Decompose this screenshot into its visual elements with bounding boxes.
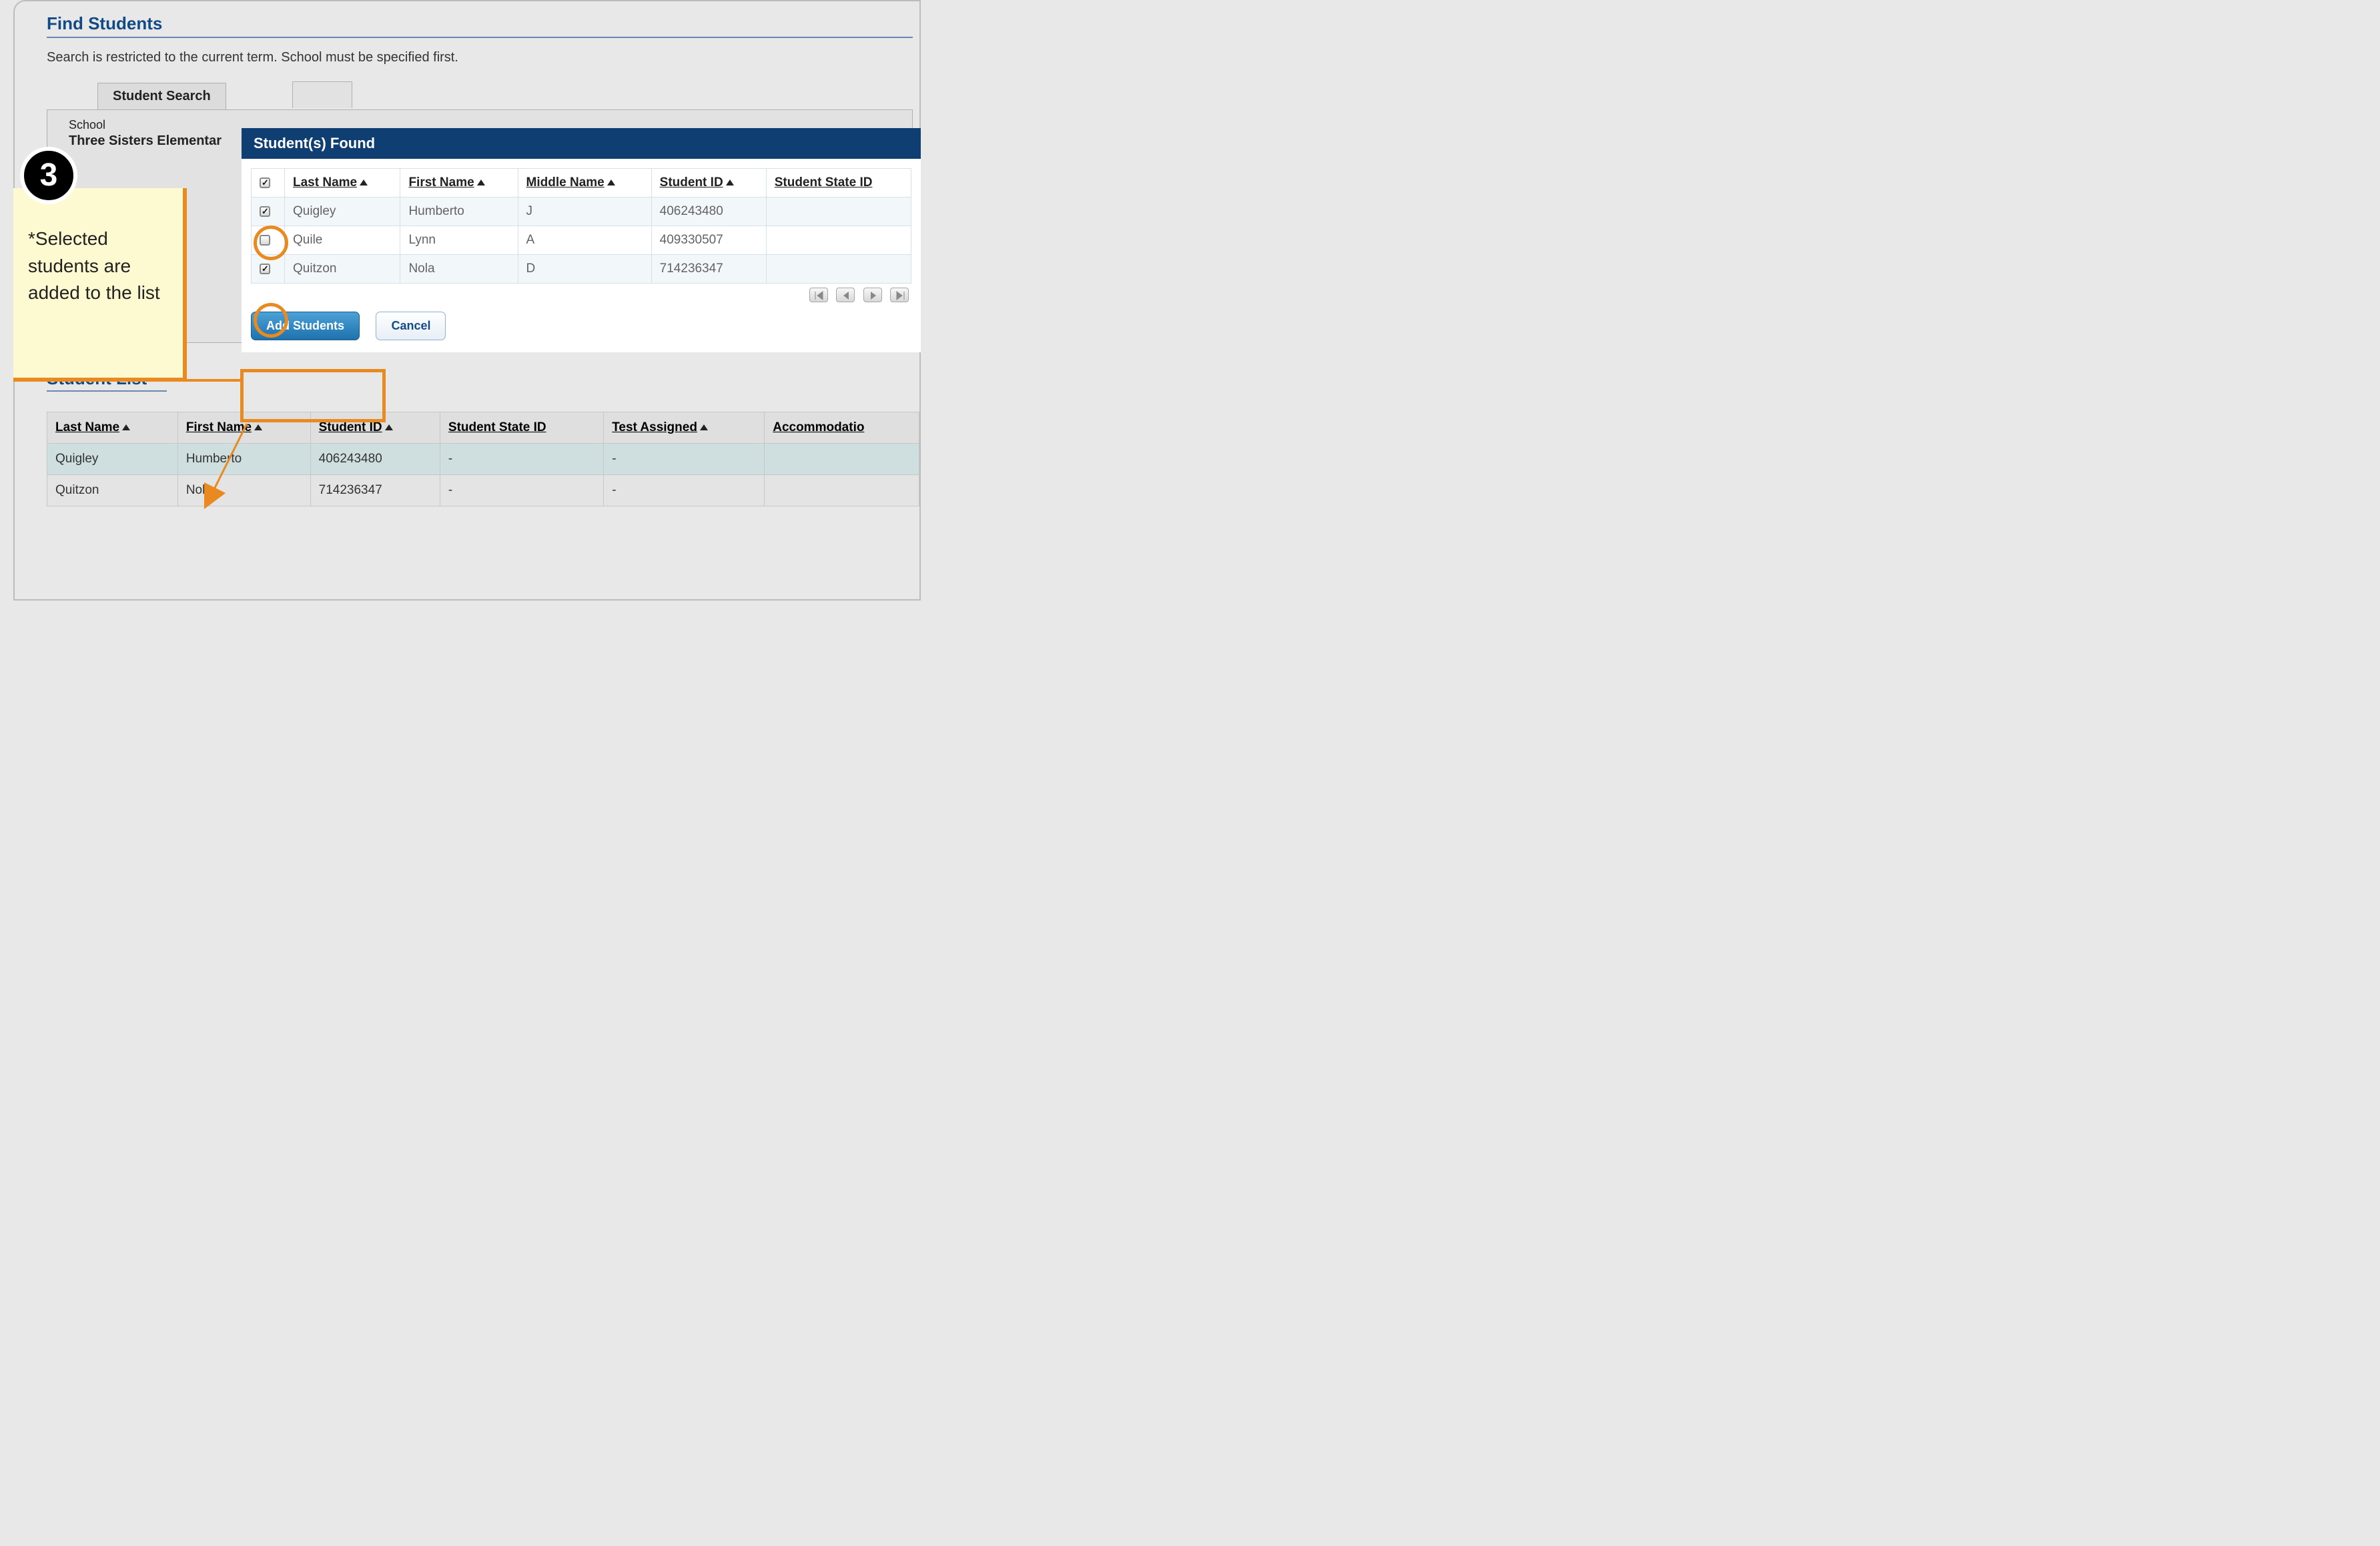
cell-id: 714236347 xyxy=(310,475,440,506)
cell-middle: A xyxy=(518,226,651,255)
row-checkbox[interactable] xyxy=(260,264,270,274)
cell-id: 409330507 xyxy=(651,226,766,255)
cancel-button[interactable]: Cancel xyxy=(376,312,446,340)
col-id[interactable]: Student ID xyxy=(651,169,766,198)
step-badge: 3 xyxy=(20,147,77,204)
sort-up-icon xyxy=(254,424,262,430)
find-students-title: Find Students xyxy=(47,13,913,38)
cell-accom xyxy=(765,444,919,475)
student-list-table: Last Name First Name Student ID Student … xyxy=(47,412,919,506)
row-checkbox[interactable] xyxy=(260,235,270,246)
cell-accom xyxy=(765,475,919,506)
cell-id: 714236347 xyxy=(651,255,766,284)
cell-last: Quitzon xyxy=(285,255,400,284)
cell-first: Lynn xyxy=(400,226,518,255)
cell-test: - xyxy=(604,475,765,506)
col-state[interactable]: Student State ID xyxy=(766,169,911,198)
result-row[interactable]: Quile Lynn A 409330507 xyxy=(252,226,911,255)
cell-state xyxy=(766,255,911,284)
cell-middle: J xyxy=(518,198,651,226)
pagination xyxy=(251,284,911,302)
list-col-test[interactable]: Test Assigned xyxy=(604,412,765,444)
sort-up-icon xyxy=(122,424,130,430)
page-next-button[interactable] xyxy=(863,288,882,302)
callout-box: *Selected students are added to the list xyxy=(13,188,187,382)
checkbox-icon[interactable] xyxy=(260,177,270,188)
search-instructions: Search is restricted to the current term… xyxy=(47,50,919,65)
list-col-last[interactable]: Last Name xyxy=(47,412,178,444)
cell-state: - xyxy=(440,444,603,475)
result-row[interactable]: Quigley Humberto J 406243480 xyxy=(252,198,911,226)
cell-state: - xyxy=(440,475,603,506)
col-middle[interactable]: Middle Name xyxy=(518,169,651,198)
cell-id: 406243480 xyxy=(651,198,766,226)
list-row[interactable]: Quigley Humberto 406243480 - - xyxy=(47,444,919,475)
col-last[interactable]: Last Name xyxy=(285,169,400,198)
cell-state xyxy=(766,226,911,255)
sort-up-icon xyxy=(700,424,708,430)
cell-last: Quigley xyxy=(285,198,400,226)
search-tabs: Student Search xyxy=(97,83,919,109)
cell-last: Quitzon xyxy=(47,475,178,506)
row-checkbox[interactable] xyxy=(260,206,270,217)
sort-up-icon xyxy=(726,179,734,185)
list-row[interactable]: Quitzon Nola 714236347 - - xyxy=(47,475,919,506)
cell-last: Quigley xyxy=(47,444,178,475)
list-col-state-id[interactable]: Student State ID xyxy=(440,412,603,444)
sort-up-icon xyxy=(385,424,393,430)
students-found-modal: Student(s) Found Last Name First Name Mi… xyxy=(242,128,921,352)
modal-title: Student(s) Found xyxy=(242,128,921,159)
modal-body: Last Name First Name Middle Name Student… xyxy=(242,159,921,308)
list-col-accom[interactable]: Accommodatio xyxy=(765,412,919,444)
results-table: Last Name First Name Middle Name Student… xyxy=(251,168,911,284)
tab-secondary[interactable] xyxy=(292,81,352,108)
sort-up-icon xyxy=(607,179,615,185)
result-row[interactable]: Quitzon Nola D 714236347 xyxy=(252,255,911,284)
callout-text: *Selected students are added to the list xyxy=(28,228,160,303)
page-prev-button[interactable] xyxy=(836,288,855,302)
cell-first: Nola xyxy=(177,475,310,506)
cell-state xyxy=(766,198,911,226)
select-all-header[interactable] xyxy=(252,169,285,198)
tab-student-search[interactable]: Student Search xyxy=(97,83,226,109)
page-last-button[interactable] xyxy=(890,288,909,302)
list-col-first[interactable]: First Name xyxy=(177,412,310,444)
page-first-button[interactable] xyxy=(809,288,828,302)
col-first[interactable]: First Name xyxy=(400,169,518,198)
cell-first: Humberto xyxy=(400,198,518,226)
add-students-button[interactable]: Add Students xyxy=(251,312,360,340)
sort-up-icon xyxy=(360,179,368,185)
cell-test: - xyxy=(604,444,765,475)
cell-first: Nola xyxy=(400,255,518,284)
cell-middle: D xyxy=(518,255,651,284)
cell-last: Quile xyxy=(285,226,400,255)
list-col-id[interactable]: Student ID xyxy=(310,412,440,444)
cell-id: 406243480 xyxy=(310,444,440,475)
modal-actions: Add Students Cancel xyxy=(242,308,921,352)
cell-first: Humberto xyxy=(177,444,310,475)
sort-up-icon xyxy=(477,179,485,185)
